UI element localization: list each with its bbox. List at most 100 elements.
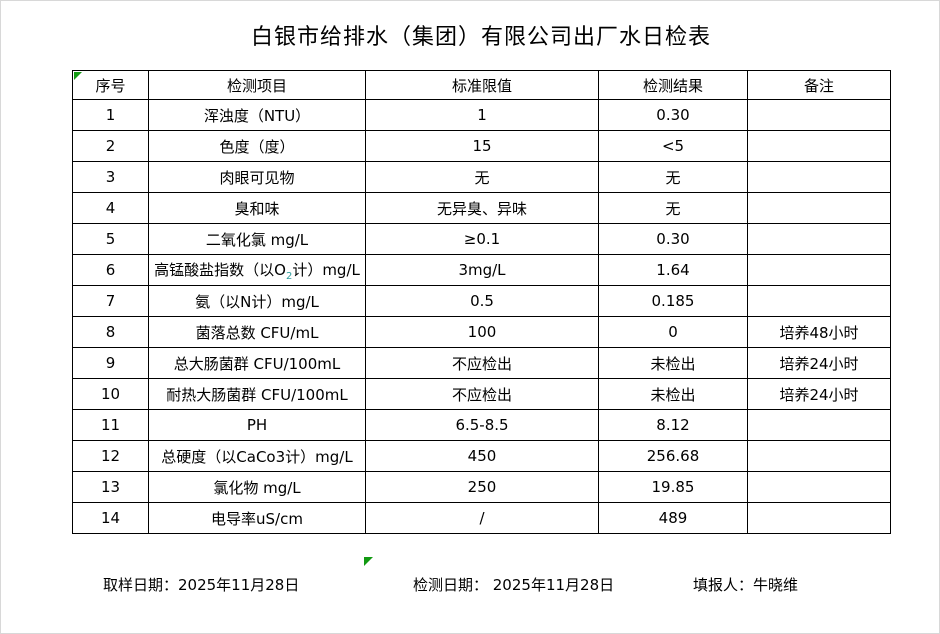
cell-remark[interactable] bbox=[747, 285, 891, 317]
table-body: 1 浑浊度（NTU） 1 0.30 2 色度（度） 15 <5 3 肉眼可见物无无 4 臭和味 无异臭、… bbox=[72, 99, 891, 534]
cell-standard[interactable]: 3mg/L bbox=[365, 254, 599, 286]
cell-item[interactable]: PH bbox=[148, 409, 366, 441]
table-row: 10 耐热大肠菌群 CFU/100mL 不应检出 未检出 培养24小时 bbox=[72, 378, 891, 410]
table-row: 9 总大肠菌群 CFU/100mL 不应检出 未检出 培养24小时 bbox=[72, 347, 891, 379]
cell-no[interactable]: 9 bbox=[72, 347, 149, 379]
cell-result[interactable]: 未检出 bbox=[598, 378, 748, 410]
cell-remark[interactable] bbox=[747, 502, 891, 534]
header-cell-standard[interactable]: 标准限值 bbox=[365, 70, 599, 100]
header-cell-result[interactable]: 检测结果 bbox=[598, 70, 748, 100]
cell-no[interactable]: 5 bbox=[72, 223, 149, 255]
table-row: 3 肉眼可见物无无 bbox=[72, 161, 891, 193]
header-cell-no[interactable]: 序号 bbox=[72, 70, 149, 100]
cell-standard[interactable]: 450 bbox=[365, 440, 599, 472]
cell-no[interactable]: 6 bbox=[72, 254, 149, 286]
cell-result[interactable]: 8.12 bbox=[598, 409, 748, 441]
cell-item[interactable]: 耐热大肠菌群 CFU/100mL bbox=[148, 378, 366, 410]
cell-item[interactable]: 氨（以N计）mg/L bbox=[148, 285, 366, 317]
test-date-text: 检测日期： 2025年11月28日 bbox=[413, 576, 615, 594]
table-header-row: 序号 检测项目 标准限值 检测结果 备注 bbox=[72, 70, 891, 100]
cell-no[interactable]: 4 bbox=[72, 192, 149, 224]
page-title: 白银市给排水（集团）有限公司出厂水日检表 bbox=[250, 25, 711, 50]
inspection-table: 序号 检测项目 标准限值 检测结果 备注 1 浑浊度（NTU） 1 0.30 2 色度（度… bbox=[72, 70, 891, 534]
table-row: 1 浑浊度（NTU） 1 0.30 bbox=[72, 99, 891, 131]
filler-name-text: 填报人：牛晓维 bbox=[693, 576, 799, 594]
table-row: 2 色度（度） 15 <5 bbox=[72, 130, 891, 162]
cell-no[interactable]: 10 bbox=[72, 378, 149, 410]
cell-standard[interactable]: 100 bbox=[365, 316, 599, 348]
cell-standard[interactable]: 1 bbox=[365, 99, 599, 131]
cell-standard[interactable]: ≥0.1 bbox=[365, 223, 599, 255]
cell-result[interactable]: 489 bbox=[598, 502, 748, 534]
cell-standard[interactable]: / bbox=[365, 502, 599, 534]
cell-remark[interactable]: 培养24小时 bbox=[747, 347, 891, 379]
cell-item[interactable]: 氯化物 mg/L bbox=[148, 471, 366, 503]
cell-remark[interactable] bbox=[747, 409, 891, 441]
table-row: 13 氯化物 mg/L 250 19.85 bbox=[72, 471, 891, 503]
cell-standard[interactable]: 250 bbox=[365, 471, 599, 503]
table-row: 7 氨（以N计）mg/L 0.5 0.185 bbox=[72, 285, 891, 317]
cell-remark[interactable] bbox=[747, 440, 891, 472]
cell-remark[interactable] bbox=[747, 192, 891, 224]
cell-no[interactable]: 2 bbox=[72, 130, 149, 162]
cell-item[interactable]: 浑浊度（NTU） bbox=[148, 99, 366, 131]
cell-error-indicator-icon bbox=[74, 72, 82, 80]
cell-no[interactable]: 12 bbox=[72, 440, 149, 472]
cell-remark[interactable] bbox=[747, 223, 891, 255]
cell-remark[interactable] bbox=[747, 130, 891, 162]
cell-no[interactable]: 1 bbox=[72, 99, 149, 131]
cell-result[interactable]: 0.185 bbox=[598, 285, 748, 317]
table-row: 11 PH 6.5-8.5 8.12 bbox=[72, 409, 891, 441]
table-row: 4 臭和味 无异臭、异味无 bbox=[72, 192, 891, 224]
cell-no[interactable]: 11 bbox=[72, 409, 149, 441]
table-row: 6 高锰酸盐指数（以O2计）mg/L 3mg/L 1.64 bbox=[72, 254, 891, 286]
cell-standard[interactable]: 6.5-8.5 bbox=[365, 409, 599, 441]
table-row: 14 电导率uS/cm/489 bbox=[72, 502, 891, 534]
cell-remark[interactable] bbox=[747, 99, 891, 131]
cell-result[interactable]: 无 bbox=[598, 161, 748, 193]
sampling-date-text: 取样日期：2025年11月28日 bbox=[103, 576, 300, 594]
cell-no[interactable]: 3 bbox=[72, 161, 149, 193]
cell-item[interactable]: 总大肠菌群 CFU/100mL bbox=[148, 347, 366, 379]
item-text: 高锰酸盐指数（以O bbox=[154, 260, 286, 279]
table-row: 12 总硬度（以CaCo3计）mg/L 450 256.68 bbox=[72, 440, 891, 472]
cell-remark[interactable] bbox=[747, 254, 891, 286]
cell-result[interactable]: 0 bbox=[598, 316, 748, 348]
cell-standard[interactable]: 0.5 bbox=[365, 285, 599, 317]
cell-result[interactable]: 0.30 bbox=[598, 99, 748, 131]
cell-result[interactable]: 0.30 bbox=[598, 223, 748, 255]
cell-item[interactable]: 总硬度（以CaCo3计）mg/L bbox=[148, 440, 366, 472]
cell-standard[interactable]: 无异臭、异味 bbox=[365, 192, 599, 224]
cell-result[interactable]: 未检出 bbox=[598, 347, 748, 379]
cell-remark[interactable] bbox=[747, 471, 891, 503]
cell-no[interactable]: 14 bbox=[72, 502, 149, 534]
cell-standard[interactable]: 不应检出 bbox=[365, 378, 599, 410]
cell-result[interactable]: 256.68 bbox=[598, 440, 748, 472]
cell-standard[interactable]: 无 bbox=[365, 161, 599, 193]
cell-result[interactable]: 19.85 bbox=[598, 471, 748, 503]
cell-item[interactable]: 臭和味 bbox=[148, 192, 366, 224]
cell-item[interactable]: 二氧化氯 mg/L bbox=[148, 223, 366, 255]
cell-item[interactable]: 色度（度） bbox=[148, 130, 366, 162]
cell-item[interactable]: 菌落总数 CFU/mL bbox=[148, 316, 366, 348]
table-row: 8 菌落总数 CFU/mL 100 0 培养48小时 bbox=[72, 316, 891, 348]
cell-remark[interactable]: 培养48小时 bbox=[747, 316, 891, 348]
header-cell-item[interactable]: 检测项目 bbox=[148, 70, 366, 100]
cell-standard[interactable]: 15 bbox=[365, 130, 599, 162]
cell-remark[interactable]: 培养24小时 bbox=[747, 378, 891, 410]
table-row: 5 二氧化氯 mg/L ≥0.1 0.30 bbox=[72, 223, 891, 255]
cell-remark[interactable] bbox=[747, 161, 891, 193]
cell-standard[interactable]: 不应检出 bbox=[365, 347, 599, 379]
cell-no[interactable]: 13 bbox=[72, 471, 149, 503]
header-cell-remark[interactable]: 备注 bbox=[747, 70, 891, 100]
cell-no[interactable]: 8 bbox=[72, 316, 149, 348]
cell-marker-icon bbox=[364, 557, 373, 566]
cell-result[interactable]: 无 bbox=[598, 192, 748, 224]
item-subscript: 2 bbox=[285, 270, 293, 282]
cell-no[interactable]: 7 bbox=[72, 285, 149, 317]
cell-result[interactable]: 1.64 bbox=[598, 254, 748, 286]
cell-item[interactable]: 高锰酸盐指数（以O2计）mg/L bbox=[148, 254, 366, 286]
cell-item[interactable]: 电导率uS/cm bbox=[148, 502, 366, 534]
cell-item[interactable]: 肉眼可见物 bbox=[148, 161, 366, 193]
cell-result[interactable]: <5 bbox=[598, 130, 748, 162]
